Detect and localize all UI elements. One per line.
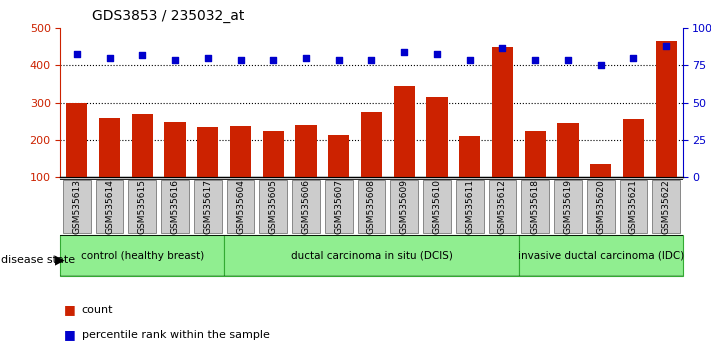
Bar <box>525 131 546 214</box>
Text: control (healthy breast): control (healthy breast) <box>80 251 204 261</box>
Text: disease state: disease state <box>1 255 75 265</box>
Point <box>595 63 606 68</box>
Bar <box>459 136 481 214</box>
Point <box>137 52 148 58</box>
Text: GSM535604: GSM535604 <box>236 179 245 234</box>
FancyBboxPatch shape <box>161 180 189 233</box>
Point <box>202 55 213 61</box>
FancyBboxPatch shape <box>390 180 418 233</box>
FancyBboxPatch shape <box>194 180 222 233</box>
Point <box>333 57 344 62</box>
Point <box>628 55 639 61</box>
Bar <box>492 47 513 214</box>
Point <box>530 57 541 62</box>
Text: GDS3853 / 235032_at: GDS3853 / 235032_at <box>92 9 245 23</box>
Bar <box>328 135 349 214</box>
Bar <box>427 97 448 214</box>
Bar <box>230 126 251 214</box>
Text: GSM535621: GSM535621 <box>629 179 638 234</box>
Text: GSM535608: GSM535608 <box>367 179 376 234</box>
FancyBboxPatch shape <box>129 180 156 233</box>
Bar <box>99 118 120 214</box>
Bar <box>656 41 677 214</box>
Bar <box>557 123 579 214</box>
Bar <box>164 122 186 214</box>
Point <box>661 43 672 49</box>
Point <box>399 49 410 55</box>
Text: invasive ductal carcinoma (IDC): invasive ductal carcinoma (IDC) <box>518 251 684 261</box>
FancyBboxPatch shape <box>423 180 451 233</box>
Text: GSM535619: GSM535619 <box>563 179 572 234</box>
Point <box>464 57 476 62</box>
Point <box>104 55 115 61</box>
FancyBboxPatch shape <box>554 180 582 233</box>
Bar <box>623 119 644 214</box>
Text: GSM535616: GSM535616 <box>171 179 180 234</box>
Point <box>497 45 508 51</box>
FancyBboxPatch shape <box>260 180 287 233</box>
Point <box>267 57 279 62</box>
Text: GSM535607: GSM535607 <box>334 179 343 234</box>
FancyBboxPatch shape <box>521 180 549 233</box>
FancyBboxPatch shape <box>587 180 614 233</box>
Point <box>169 57 181 62</box>
FancyBboxPatch shape <box>292 180 320 233</box>
FancyBboxPatch shape <box>96 180 124 233</box>
Bar <box>224 235 519 276</box>
Text: GSM535622: GSM535622 <box>662 179 670 234</box>
Text: GSM535609: GSM535609 <box>400 179 409 234</box>
Text: percentile rank within the sample: percentile rank within the sample <box>82 330 269 339</box>
FancyBboxPatch shape <box>652 180 680 233</box>
Bar <box>519 235 683 276</box>
Text: GSM535610: GSM535610 <box>432 179 442 234</box>
FancyBboxPatch shape <box>325 180 353 233</box>
FancyBboxPatch shape <box>227 180 255 233</box>
FancyBboxPatch shape <box>63 180 91 233</box>
Point <box>432 51 443 56</box>
Point <box>562 57 574 62</box>
Bar <box>60 235 224 276</box>
Text: GSM535620: GSM535620 <box>597 179 605 234</box>
Point <box>71 51 82 56</box>
Text: ■: ■ <box>64 328 76 341</box>
FancyBboxPatch shape <box>456 180 483 233</box>
Text: GSM535606: GSM535606 <box>301 179 311 234</box>
Text: GSM535611: GSM535611 <box>465 179 474 234</box>
Point <box>365 57 377 62</box>
Text: GSM535612: GSM535612 <box>498 179 507 234</box>
Bar <box>132 114 153 214</box>
Text: GSM535617: GSM535617 <box>203 179 213 234</box>
Text: ▶: ▶ <box>55 254 65 267</box>
Point <box>300 55 311 61</box>
FancyBboxPatch shape <box>619 180 647 233</box>
Text: GSM535613: GSM535613 <box>73 179 81 234</box>
Bar <box>197 127 218 214</box>
Point <box>235 57 246 62</box>
Bar <box>262 131 284 214</box>
Text: GSM535605: GSM535605 <box>269 179 278 234</box>
Bar <box>361 112 382 214</box>
FancyBboxPatch shape <box>358 180 385 233</box>
FancyBboxPatch shape <box>488 180 516 233</box>
Bar <box>295 125 316 214</box>
Bar <box>590 164 611 214</box>
Text: GSM535614: GSM535614 <box>105 179 114 234</box>
Bar <box>394 86 415 214</box>
Text: count: count <box>82 305 113 315</box>
Text: ductal carcinoma in situ (DCIS): ductal carcinoma in situ (DCIS) <box>291 251 452 261</box>
Text: GSM535615: GSM535615 <box>138 179 146 234</box>
Bar <box>66 103 87 214</box>
Text: ■: ■ <box>64 303 76 316</box>
Text: GSM535618: GSM535618 <box>530 179 540 234</box>
